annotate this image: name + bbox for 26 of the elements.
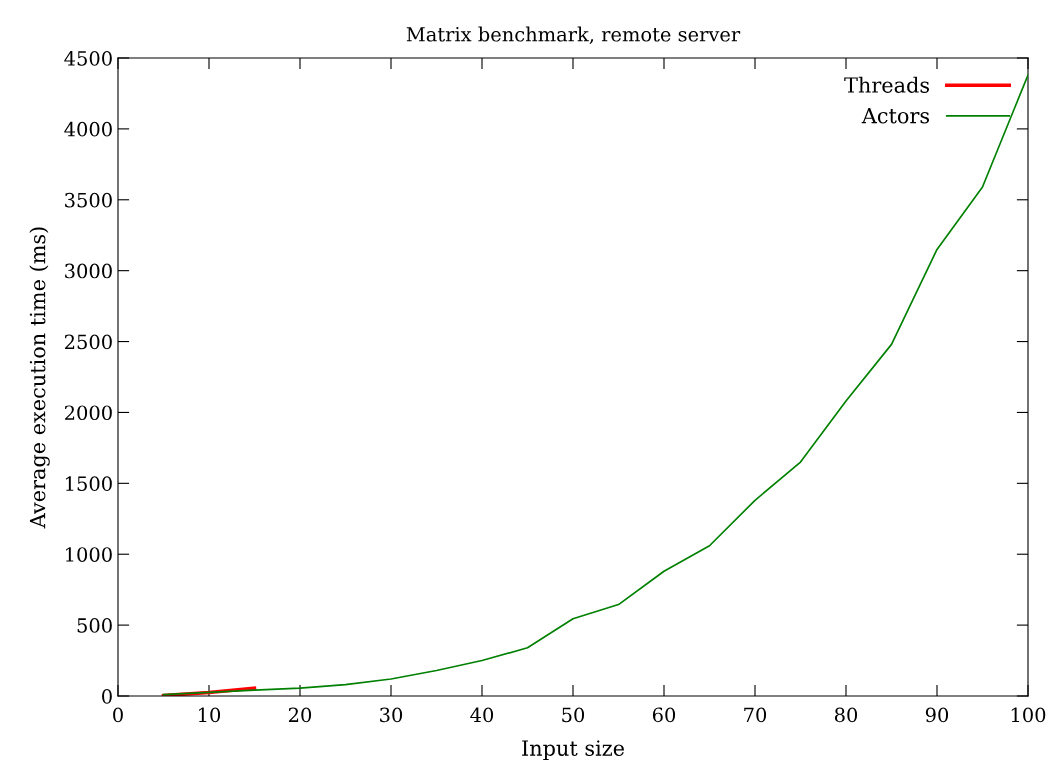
x-tick-label: 10	[199, 707, 221, 723]
chart-title: Matrix benchmark, remote server	[406, 26, 741, 44]
x-tick-label: 50	[562, 707, 585, 723]
x-tick-label: 70	[744, 707, 767, 723]
y-tick-label: 4000	[64, 121, 112, 137]
x-tick-label: 30	[380, 707, 403, 723]
y-tick-label: 500	[77, 618, 112, 633]
x-axis-title: Input size	[522, 740, 624, 760]
x-tick-label: 90	[925, 707, 949, 723]
x-tick-label: 20	[288, 707, 312, 723]
y-axis-title: Average execution time (ms)	[29, 227, 50, 529]
x-tick-label: 40	[470, 707, 494, 723]
x-tick-label: 80	[834, 707, 858, 723]
y-tick-label: 3500	[65, 192, 112, 208]
y-tick-label: 1000	[66, 547, 112, 562]
y-tick-label: 3000	[65, 263, 112, 279]
legend-label: Actors	[861, 107, 930, 124]
x-tick-label: 60	[652, 707, 676, 723]
x-tick-label: 0	[113, 707, 123, 723]
y-tick-label: 1500	[66, 476, 112, 491]
x-tick-label: 100	[1011, 707, 1046, 723]
legend-label: Threads	[844, 76, 930, 93]
y-tick-label: 4500	[64, 50, 112, 66]
y-tick-label: 0	[102, 688, 112, 704]
y-tick-label: 2000	[64, 405, 112, 421]
y-tick-label: 2500	[64, 334, 112, 350]
